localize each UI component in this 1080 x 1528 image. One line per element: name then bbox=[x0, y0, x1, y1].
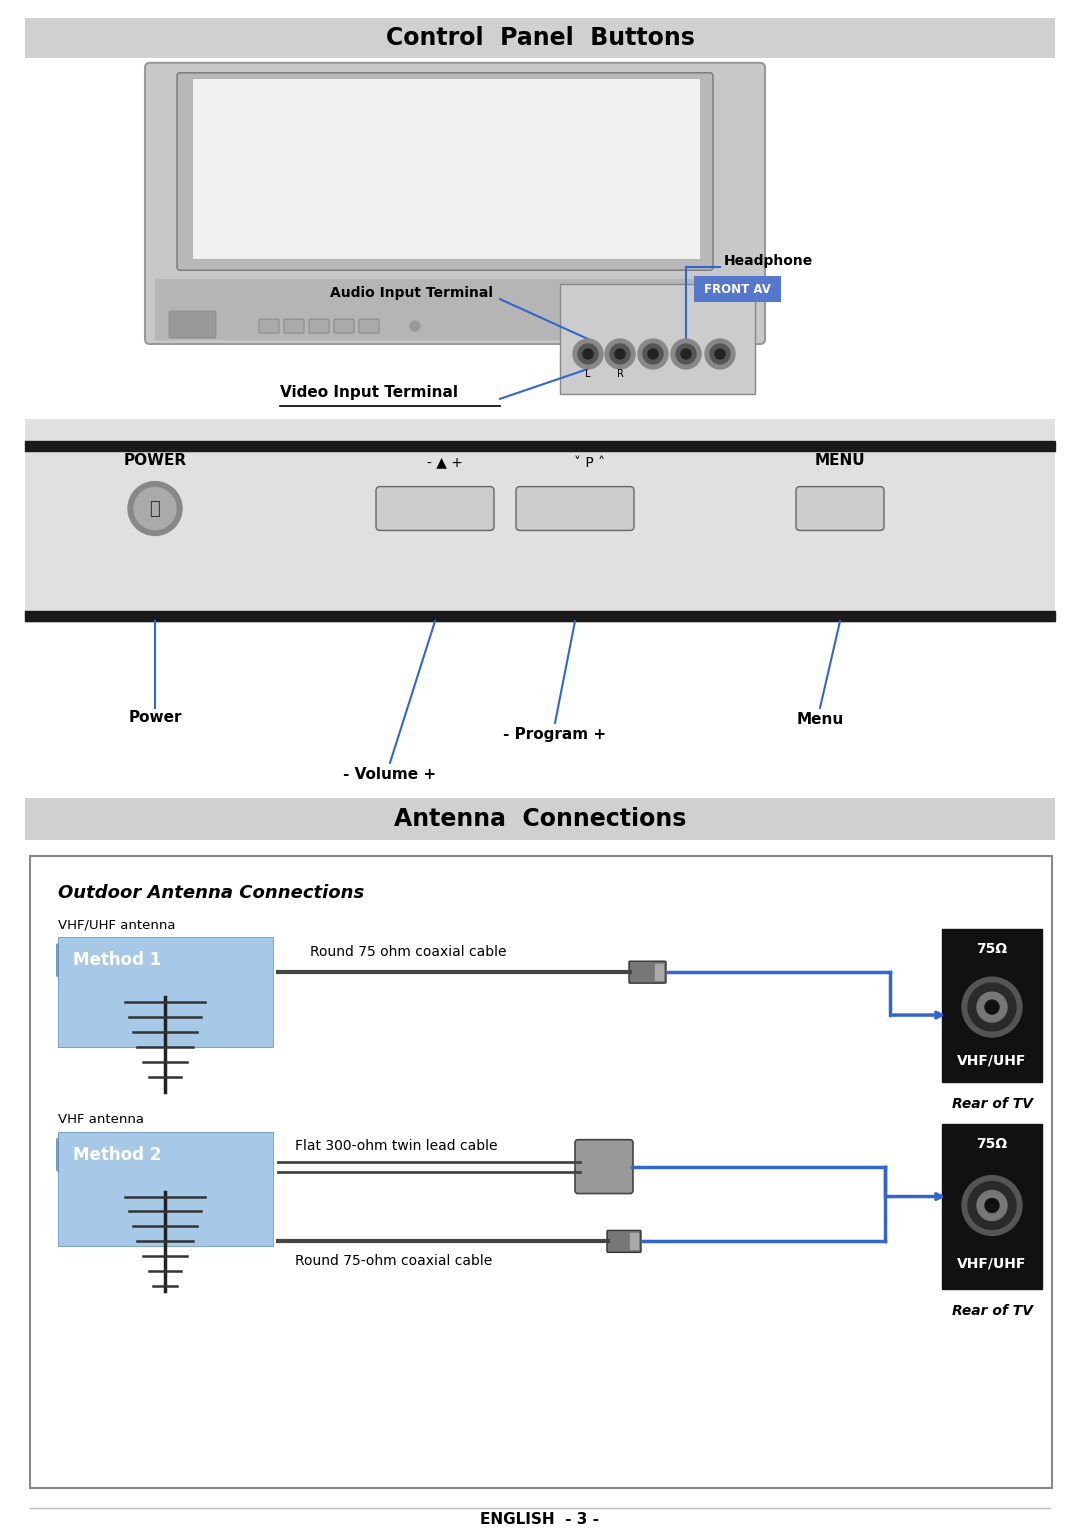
FancyBboxPatch shape bbox=[30, 856, 1052, 1488]
Text: Antenna  Connections: Antenna Connections bbox=[394, 807, 686, 831]
FancyBboxPatch shape bbox=[334, 319, 354, 333]
Text: - Program +: - Program + bbox=[503, 727, 607, 743]
Text: Video Input Terminal: Video Input Terminal bbox=[280, 385, 458, 400]
Circle shape bbox=[671, 339, 701, 368]
Text: VHF/UHF: VHF/UHF bbox=[957, 1054, 1027, 1068]
Text: FRONT AV: FRONT AV bbox=[703, 283, 770, 295]
Circle shape bbox=[643, 344, 663, 364]
Circle shape bbox=[977, 992, 1007, 1022]
FancyBboxPatch shape bbox=[58, 937, 273, 1047]
Circle shape bbox=[615, 348, 625, 359]
Text: POWER: POWER bbox=[123, 454, 187, 468]
Bar bbox=[156, 280, 755, 339]
FancyBboxPatch shape bbox=[25, 18, 1055, 58]
FancyBboxPatch shape bbox=[694, 277, 781, 303]
Circle shape bbox=[583, 348, 593, 359]
FancyBboxPatch shape bbox=[376, 486, 494, 530]
Circle shape bbox=[638, 339, 669, 368]
Text: Control  Panel  Buttons: Control Panel Buttons bbox=[386, 26, 694, 50]
Text: ⏻: ⏻ bbox=[150, 500, 160, 518]
Text: Audio Input Terminal: Audio Input Terminal bbox=[330, 286, 492, 299]
Text: Round 75 ohm coaxial cable: Round 75 ohm coaxial cable bbox=[310, 946, 507, 960]
Circle shape bbox=[705, 339, 735, 368]
Circle shape bbox=[610, 344, 630, 364]
Text: MENU: MENU bbox=[814, 454, 865, 468]
Text: 75Ω: 75Ω bbox=[976, 1137, 1008, 1151]
Text: Menu: Menu bbox=[796, 712, 843, 727]
Text: R: R bbox=[617, 368, 623, 379]
FancyBboxPatch shape bbox=[575, 1140, 633, 1193]
Bar bbox=[630, 1233, 638, 1250]
Circle shape bbox=[985, 1001, 999, 1015]
FancyBboxPatch shape bbox=[145, 63, 765, 344]
Text: Power: Power bbox=[129, 711, 181, 726]
Text: L: L bbox=[585, 368, 591, 379]
Circle shape bbox=[134, 487, 176, 530]
FancyBboxPatch shape bbox=[56, 943, 178, 978]
Bar bbox=[942, 929, 1042, 1082]
FancyBboxPatch shape bbox=[284, 319, 303, 333]
Bar bbox=[25, 440, 1055, 451]
Bar bbox=[654, 964, 663, 979]
FancyBboxPatch shape bbox=[629, 961, 666, 983]
Circle shape bbox=[681, 348, 691, 359]
Text: 75Ω: 75Ω bbox=[976, 943, 1008, 957]
FancyBboxPatch shape bbox=[177, 73, 713, 270]
FancyBboxPatch shape bbox=[359, 319, 379, 333]
Circle shape bbox=[985, 1198, 999, 1213]
Text: Round 75-ohm coaxial cable: Round 75-ohm coaxial cable bbox=[295, 1254, 492, 1268]
Bar bbox=[25, 611, 1055, 622]
FancyBboxPatch shape bbox=[607, 1230, 642, 1253]
Text: VHF/UHF antenna: VHF/UHF antenna bbox=[58, 918, 175, 932]
Text: Method 2: Method 2 bbox=[72, 1146, 161, 1164]
Circle shape bbox=[977, 1190, 1007, 1221]
Text: ˅ P ˄: ˅ P ˄ bbox=[575, 455, 606, 469]
FancyBboxPatch shape bbox=[58, 1132, 273, 1247]
FancyBboxPatch shape bbox=[796, 486, 885, 530]
Text: Headphone: Headphone bbox=[724, 254, 813, 269]
FancyBboxPatch shape bbox=[25, 798, 1055, 839]
Text: Outdoor Antenna Connections: Outdoor Antenna Connections bbox=[58, 885, 364, 903]
Bar bbox=[942, 1123, 1042, 1290]
Text: Rear of TV: Rear of TV bbox=[951, 1097, 1032, 1111]
Text: - ▲ +: - ▲ + bbox=[427, 455, 463, 469]
Text: Flat 300-ohm twin lead cable: Flat 300-ohm twin lead cable bbox=[295, 1138, 498, 1152]
Circle shape bbox=[578, 344, 598, 364]
Circle shape bbox=[715, 348, 725, 359]
Circle shape bbox=[605, 339, 635, 368]
Circle shape bbox=[968, 1181, 1016, 1230]
Circle shape bbox=[962, 978, 1022, 1038]
FancyBboxPatch shape bbox=[192, 78, 700, 260]
Text: VHF/UHF: VHF/UHF bbox=[957, 1256, 1027, 1270]
Circle shape bbox=[676, 344, 696, 364]
FancyBboxPatch shape bbox=[56, 1138, 178, 1172]
Circle shape bbox=[962, 1175, 1022, 1236]
Text: Method 1: Method 1 bbox=[72, 952, 161, 969]
FancyBboxPatch shape bbox=[259, 319, 279, 333]
Text: ENGLISH  - 3 -: ENGLISH - 3 - bbox=[481, 1513, 599, 1526]
Circle shape bbox=[710, 344, 730, 364]
FancyBboxPatch shape bbox=[168, 312, 216, 338]
FancyBboxPatch shape bbox=[309, 319, 329, 333]
FancyBboxPatch shape bbox=[561, 284, 755, 394]
Circle shape bbox=[410, 321, 420, 332]
FancyBboxPatch shape bbox=[25, 419, 1055, 623]
Circle shape bbox=[573, 339, 603, 368]
Text: Rear of TV: Rear of TV bbox=[951, 1305, 1032, 1319]
Text: VHF antenna: VHF antenna bbox=[58, 1114, 144, 1126]
FancyBboxPatch shape bbox=[516, 486, 634, 530]
Circle shape bbox=[129, 481, 183, 535]
Circle shape bbox=[648, 348, 658, 359]
Circle shape bbox=[968, 983, 1016, 1031]
Text: - Volume +: - Volume + bbox=[343, 767, 436, 782]
